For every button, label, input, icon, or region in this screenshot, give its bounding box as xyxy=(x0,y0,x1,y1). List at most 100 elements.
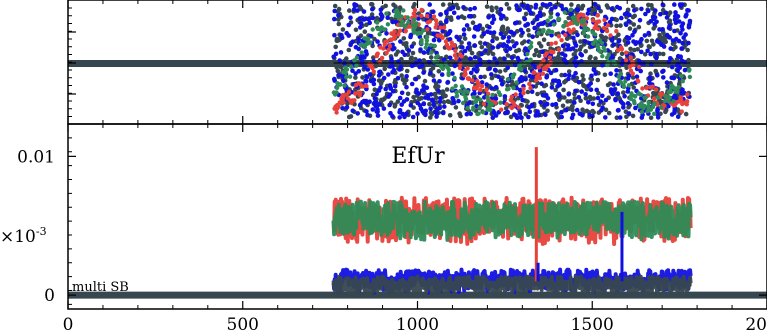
scatter-point xyxy=(600,93,605,99)
scatter-point xyxy=(595,26,601,32)
scatter-point xyxy=(390,69,395,75)
scatter-point xyxy=(444,9,449,14)
scatter-point xyxy=(647,80,652,86)
scatter-point xyxy=(361,84,366,89)
annotation-multi-sb: multi SB xyxy=(72,280,129,295)
scatter-point xyxy=(616,38,622,44)
scatter-point xyxy=(440,29,446,34)
scatter-point xyxy=(626,111,632,116)
scatter-point xyxy=(450,86,455,91)
scatter-point xyxy=(346,33,352,38)
scatter-point xyxy=(354,55,360,60)
scatter-point xyxy=(405,52,411,57)
scatter-point xyxy=(382,42,387,47)
scatter-point xyxy=(451,100,457,105)
scatter-point xyxy=(596,45,601,50)
y-tick-label: 0 xyxy=(44,286,55,306)
scatter-point xyxy=(618,45,624,50)
scatter-point xyxy=(372,36,377,42)
scatter-point xyxy=(489,86,495,91)
scatter-point xyxy=(408,32,414,38)
scatter-point xyxy=(419,7,424,13)
scatter-point xyxy=(683,14,688,19)
scatter-point xyxy=(414,87,419,92)
scatter-point xyxy=(680,87,685,93)
scatter-point xyxy=(392,35,397,41)
scatter-point xyxy=(517,7,522,13)
scatter-point xyxy=(352,3,358,9)
scatter-point xyxy=(408,103,414,108)
scatter-point xyxy=(385,15,391,20)
scatter-point xyxy=(607,81,613,86)
scatter-point xyxy=(471,34,477,39)
scatter-point xyxy=(614,17,619,23)
scatter-point xyxy=(354,63,359,68)
scatter-point xyxy=(673,95,679,101)
scatter-point xyxy=(553,67,559,73)
scatter-point xyxy=(587,112,592,118)
scatter-point xyxy=(430,65,436,71)
scatter-point xyxy=(340,106,345,111)
scatter-point xyxy=(356,81,362,86)
scatter-point xyxy=(523,23,528,28)
scatter-point xyxy=(471,107,476,112)
scatter-point xyxy=(551,78,556,83)
scatter-point xyxy=(419,88,425,93)
scatter-point xyxy=(592,26,597,31)
scatter-point xyxy=(377,60,383,65)
scatter-point xyxy=(353,44,359,50)
scatter-point xyxy=(406,20,411,25)
scatter-point xyxy=(526,114,531,120)
scatter-point xyxy=(371,81,377,87)
scatter-point xyxy=(630,113,636,119)
scatter-point xyxy=(397,28,403,33)
scatter-point xyxy=(359,21,364,26)
scatter-point xyxy=(396,32,401,37)
scatter-point xyxy=(401,8,406,13)
scatter-point xyxy=(358,42,363,47)
scatter-point xyxy=(366,17,372,22)
scatter-point xyxy=(357,93,363,98)
scatter-point xyxy=(589,73,594,79)
scatter-point xyxy=(471,67,477,72)
scatter-point xyxy=(573,70,578,76)
scatter-point xyxy=(532,52,537,58)
scatter-point xyxy=(522,68,528,74)
scatter-point xyxy=(390,63,395,69)
scatter-point xyxy=(621,101,626,107)
scatter-point xyxy=(566,92,571,97)
scatter-point xyxy=(419,95,424,101)
scatter-point xyxy=(661,75,666,80)
scatter-point xyxy=(606,110,612,116)
scatter-point xyxy=(593,56,598,61)
scatter-point xyxy=(611,59,617,65)
scatter-point xyxy=(555,12,560,17)
scatter-point xyxy=(653,87,659,92)
scatter-point xyxy=(486,107,491,112)
scatter-point xyxy=(364,109,369,114)
scatter-point xyxy=(547,2,552,7)
scatter-point xyxy=(571,35,576,41)
scatter-point xyxy=(339,35,345,41)
scatter-point xyxy=(489,102,495,107)
scatter-point xyxy=(628,55,633,60)
scatter-point xyxy=(395,75,401,81)
scatter-point xyxy=(370,107,376,112)
scatter-point xyxy=(364,79,369,84)
scatter-point xyxy=(491,30,497,35)
scatter-point xyxy=(648,19,654,24)
scatter-point xyxy=(605,23,611,28)
scatter-point xyxy=(575,32,580,38)
scatter-point xyxy=(501,13,506,19)
scatter-point xyxy=(511,100,516,106)
scatter-point xyxy=(591,96,597,101)
scatter-point xyxy=(463,97,469,102)
scatter-point xyxy=(527,73,533,79)
scatter-point xyxy=(619,51,625,57)
scatter-point xyxy=(478,87,483,93)
scatter-point xyxy=(399,73,405,78)
scatter-point xyxy=(482,95,487,100)
scatter-point xyxy=(365,112,370,118)
scatter-point xyxy=(601,45,606,50)
scatter-point xyxy=(336,72,341,78)
